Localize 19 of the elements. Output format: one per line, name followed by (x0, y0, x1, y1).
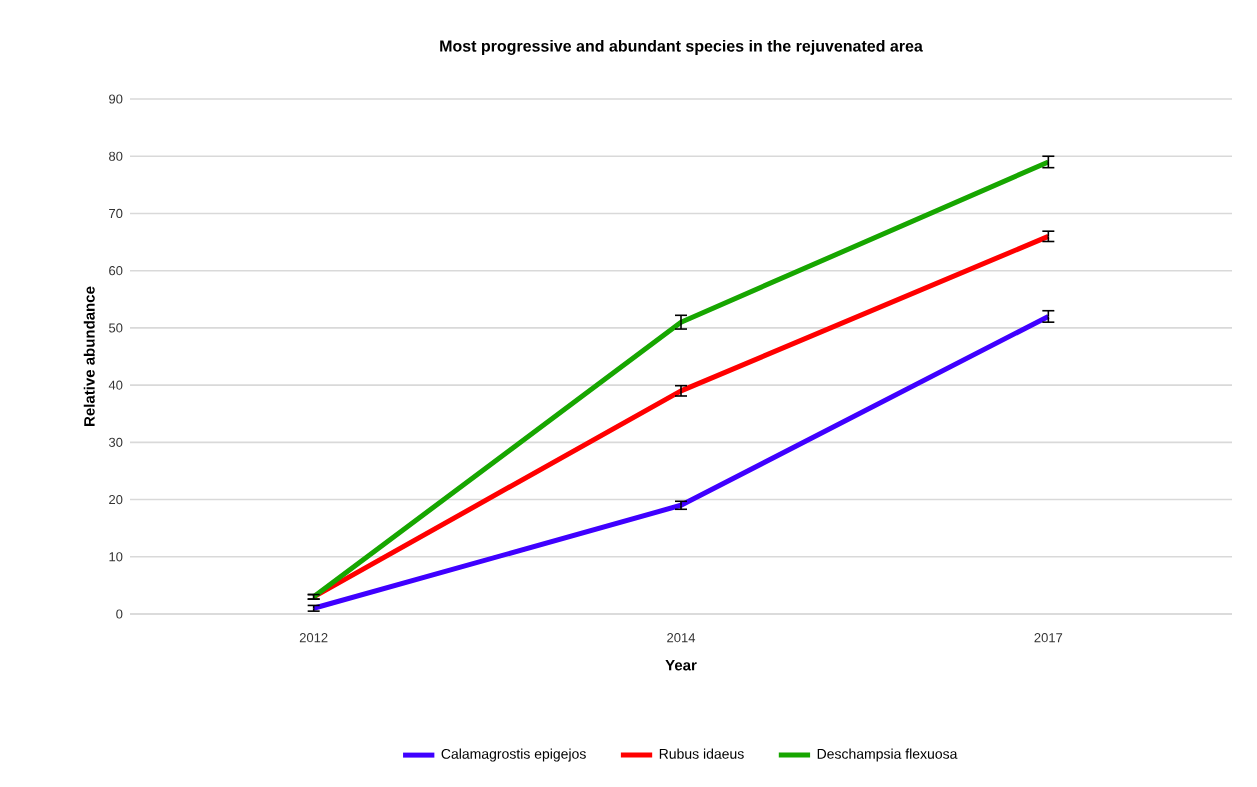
y-tick-label: 0 (116, 609, 123, 619)
x-tick-label: 2012 (299, 633, 328, 643)
y-tick-label: 30 (108, 437, 123, 447)
legend-label: Deschampsia flexuosa (817, 748, 958, 762)
y-tick-label: 50 (109, 323, 123, 333)
y-axis-title: Relative abundance (83, 286, 95, 426)
y-tick-label: 60 (109, 266, 123, 276)
y-tick-label: 10 (109, 552, 123, 562)
y-tick-label: 20 (109, 494, 123, 505)
y-tick-label: 70 (109, 208, 123, 219)
y-tick-label: 40 (108, 380, 123, 390)
chart-title: Most progressive and abundant species in the rejuvenated area (440, 39, 923, 55)
x-axis-title: Year (665, 660, 697, 671)
legend-label: Calamagrostis epigejos (441, 748, 586, 762)
x-tick-label: 2014 (667, 633, 696, 643)
legend-label: Rubus idaeus (659, 748, 744, 759)
x-tick-label: 2017 (1034, 633, 1063, 643)
y-tick-label: 90 (109, 94, 123, 104)
y-tick-label: 80 (109, 151, 123, 161)
